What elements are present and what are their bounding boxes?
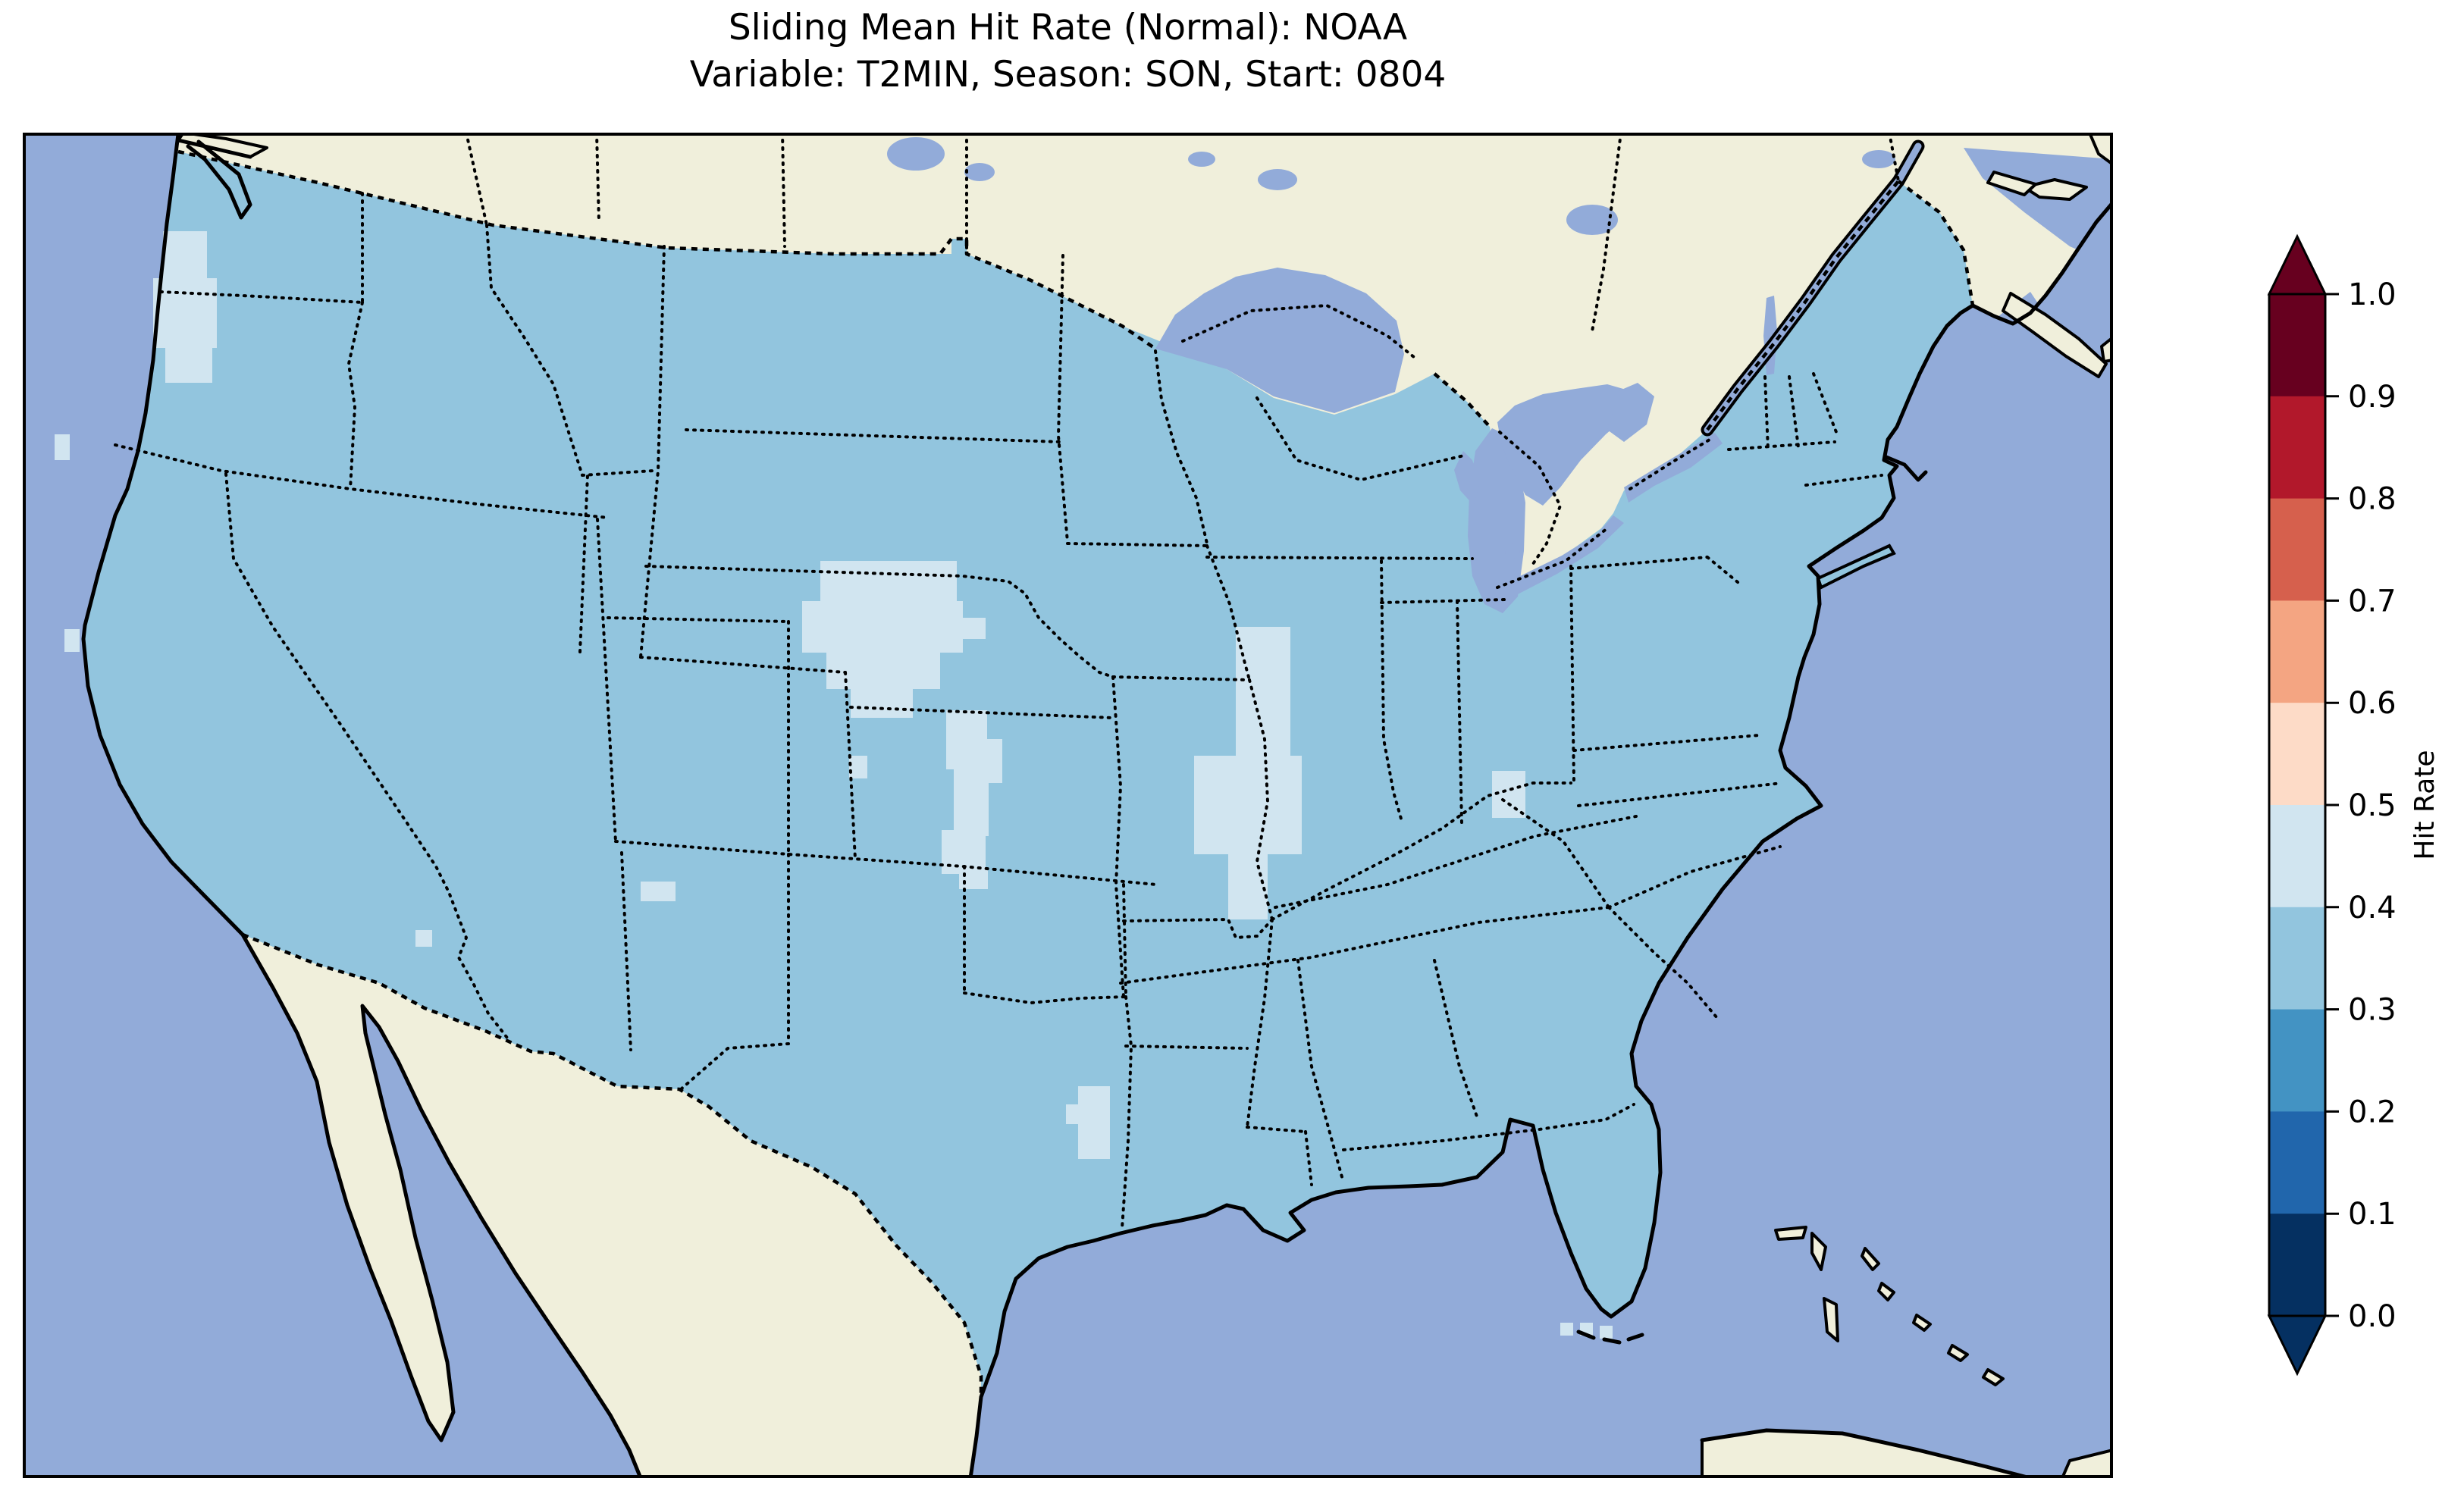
bahama-cay — [1982, 1368, 2005, 1386]
colorbar-extend-under-arrow — [2267, 1314, 2328, 1377]
map-frame — [23, 133, 2113, 1478]
colorbar-tick-label: 1.0 — [2348, 277, 2397, 312]
colorbar-bin — [2269, 1111, 2325, 1215]
colorbar-bin — [2269, 805, 2325, 908]
grand-bahama — [1774, 1226, 1807, 1241]
colorbar-bin — [2269, 396, 2325, 500]
canada-lake — [1862, 150, 1895, 168]
colorbar-tick-label: 0.5 — [2348, 788, 2397, 823]
georgian-bay — [1607, 383, 1654, 442]
figure-title: Sliding Mean Hit Rate (Normal): NOAA Var… — [23, 5, 2113, 99]
anomaly-patches — [55, 231, 1613, 1339]
colorbar: 1.0 0.9 0.8 0.7 0.6 0.5 0.4 0.3 0.2 0.1 0.0 Hit Rat… — [2267, 233, 2440, 1377]
colorbar-bin — [2269, 703, 2325, 806]
state-borders — [114, 133, 1900, 1229]
canada-lake — [887, 137, 945, 171]
lake-ontario — [1624, 433, 1723, 503]
colorbar-tick-label: 0.1 — [2348, 1197, 2397, 1232]
country-borders — [177, 149, 1975, 1397]
colorbar-tick-label: 0.7 — [2348, 584, 2397, 619]
bahama-cay — [1877, 1282, 1895, 1301]
lake-michigan — [1468, 428, 1525, 613]
map-figure — [23, 133, 2113, 1478]
lake-huron — [1497, 384, 1634, 506]
newfoundland-corner — [2088, 133, 2113, 166]
lake-superior — [1155, 268, 1404, 413]
title-line-2: Variable: T2MIN, Season: SON, Start: 080… — [689, 54, 1447, 96]
colorbar-bin — [2269, 498, 2325, 602]
anticosti-island — [1986, 171, 2037, 196]
colorbar-bin — [2269, 1009, 2325, 1113]
lake-erie — [1487, 515, 1624, 604]
title-line-1: Sliding Mean Hit Rate (Normal): NOAA — [728, 7, 1408, 49]
colorbar-bin — [2269, 907, 2325, 1010]
abaco — [1810, 1232, 1827, 1271]
bahama-cay — [1947, 1344, 1969, 1362]
green-bay — [1454, 451, 1480, 506]
canada-lake — [1566, 205, 1618, 235]
colorbar-bin — [2269, 294, 2325, 397]
colorbar-tick-label: 0.8 — [2348, 482, 2397, 517]
colorbar-extend-over-arrow — [2267, 233, 2328, 296]
colorbar-tick-label: 0.3 — [2348, 993, 2397, 1028]
great-lakes — [887, 137, 1895, 613]
colorbar-tick-label: 0.0 — [2348, 1299, 2397, 1334]
colorbar-bin — [2269, 1214, 2325, 1317]
hispaniola-corner — [2061, 1449, 2113, 1478]
canada-lake — [1258, 169, 1297, 190]
colorbar-tick-label: 0.2 — [2348, 1095, 2397, 1129]
canada-lake — [964, 163, 995, 181]
canada-lake — [1188, 152, 1215, 167]
andros — [1823, 1297, 1839, 1342]
bahama-cay — [1912, 1314, 1932, 1332]
colorbar-tick-label: 0.6 — [2348, 686, 2397, 721]
colorbar-axis-label: Hit Rate — [2409, 750, 2440, 860]
lake-st-clair — [1505, 543, 1520, 559]
coastlines — [81, 133, 2113, 1478]
long-island — [1816, 543, 1896, 590]
colorbar-bin — [2269, 600, 2325, 704]
us-data-region — [83, 152, 1973, 1397]
colorbar-tick-label: 0.4 — [2348, 891, 2397, 926]
prince-edward-island — [2023, 178, 2088, 201]
colorbar-tick-label: 0.9 — [2348, 380, 2397, 415]
eleuthera — [1861, 1247, 1880, 1271]
